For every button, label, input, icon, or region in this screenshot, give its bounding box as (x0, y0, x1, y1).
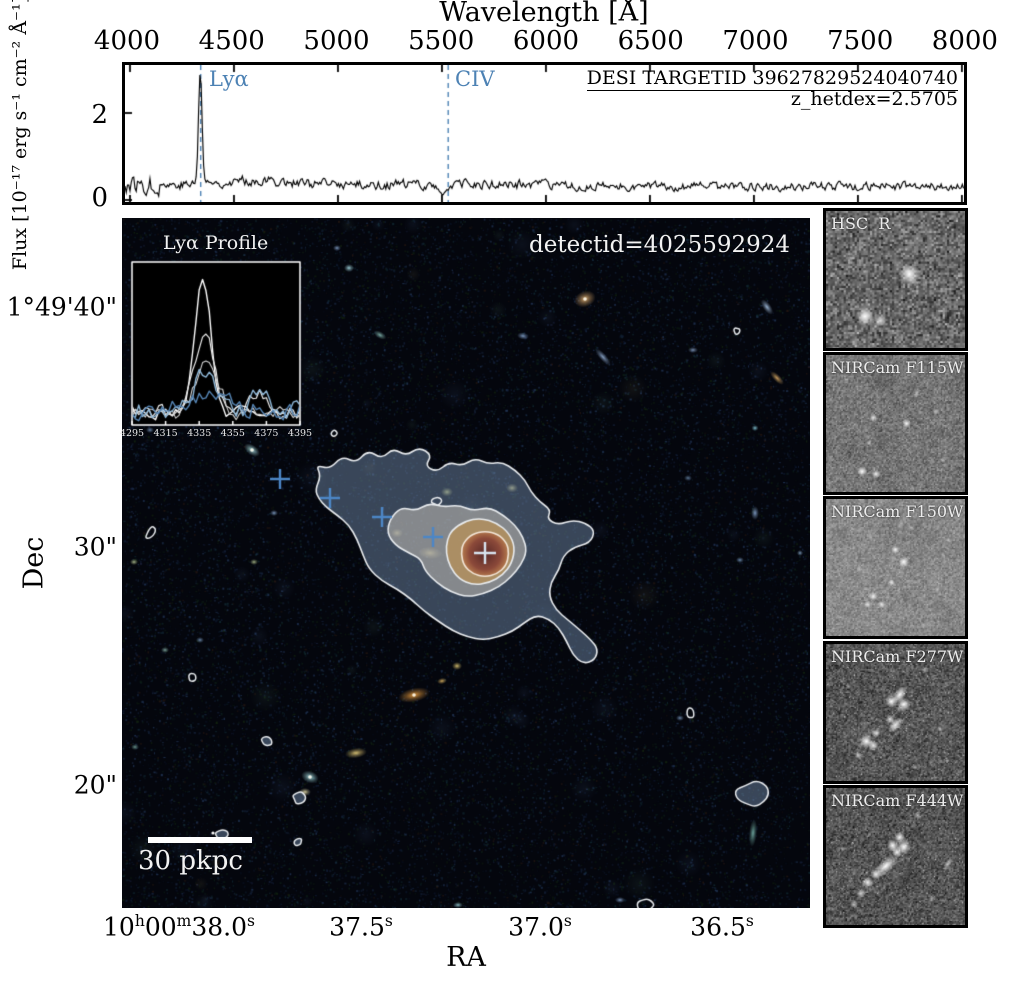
cutout-panel-nircam-f115w: NIRCam F115W (823, 352, 968, 496)
wavelength-axis-title: Wavelength [Å] (439, 0, 649, 28)
z-hetdex-text: z_hetdex=2.5705 (790, 88, 958, 110)
cutout-label: NIRCam F277W (831, 646, 964, 666)
flux-tick-2: 2 (91, 100, 108, 130)
civ-line-label: CIV (455, 67, 495, 91)
wavelength-tick-label: 7500 (827, 26, 894, 56)
scalebar-label: 30 pkpc (138, 846, 243, 876)
wavelength-tick-label: 7000 (722, 26, 789, 56)
inset-tick-label: 4395 (287, 428, 313, 439)
dec-tick-label: 1°49'40" (6, 292, 117, 322)
inset-tick-label: 4335 (187, 428, 212, 439)
wavelength-tick-label: 4500 (198, 26, 265, 56)
cutout-canvas (826, 499, 965, 637)
cutout-panel-hsc-r: HSC R (823, 208, 968, 351)
lya-profile-inset-title: Lyα Profile (163, 232, 269, 254)
cutout-label: HSC R (831, 214, 891, 233)
wavelength-tick-label: 8000 (931, 26, 998, 56)
spectrum-annotations: DESI TARGETID 39627829524040740 z_hetdex… (586, 67, 958, 110)
ra-tick-label: 37.5s (329, 912, 393, 942)
inset-tick-label: 4295 (119, 428, 145, 439)
ra-axis-label: RA (446, 942, 486, 973)
inset-tick-label: 4315 (153, 428, 178, 439)
wavelength-tick-label: 6000 (512, 26, 580, 56)
desi-targetid-text: DESI TARGETID 39627829524040740 (586, 67, 958, 91)
dec-tick-label: 20" (73, 770, 117, 800)
wavelength-tick-label: 5000 (303, 26, 370, 56)
cutout-label: NIRCam F115W (831, 358, 964, 378)
cutout-canvas (826, 787, 965, 925)
dec-axis-label: Dec (18, 536, 50, 590)
detectid-label: detectid=4025592924 (529, 232, 790, 258)
flux-tick-0: 0 (91, 183, 108, 213)
cutout-panel-nircam-f444w: NIRCam F444W (823, 784, 968, 928)
wavelength-tick-label: 4000 (93, 26, 161, 56)
cutout-label: NIRCam F444W (831, 790, 964, 810)
inset-tick-label: 4375 (254, 428, 279, 439)
inset-tick-label: 4355 (220, 428, 245, 439)
flux-axis-label: Flux [10⁻¹⁷ erg s⁻¹ cm⁻² Å⁻¹] (9, 0, 31, 271)
cutout-panel-nircam-f150w: NIRCam F150W (823, 496, 968, 640)
cutout-canvas (826, 643, 965, 781)
sky-image-canvas (122, 218, 810, 908)
ra-tick-label: 37.0s (508, 912, 572, 942)
dec-tick-label: 30" (73, 532, 117, 562)
cutout-label: NIRCam F150W (831, 502, 964, 522)
cutout-canvas (826, 355, 965, 493)
sky-image-panel: detectid=4025592924 Lyα Profile 30 pkpc … (119, 218, 810, 908)
cutout-panel-nircam-f277w: NIRCam F277W (823, 640, 968, 784)
spectrum-canvas (125, 65, 964, 202)
scalebar (148, 837, 252, 843)
wavelength-tick-label: 5500 (408, 26, 475, 56)
cutout-canvas (826, 211, 965, 348)
spectrum-panel: Lyα CIV DESI TARGETID 39627829524040740 … (122, 62, 967, 205)
lya-line-label: Lyα (209, 67, 249, 91)
wavelength-tick-label: 6500 (617, 26, 684, 56)
ra-tick-label: 36.5s (690, 912, 754, 942)
ra-tick-label: 10h00m38.0s (103, 912, 255, 942)
